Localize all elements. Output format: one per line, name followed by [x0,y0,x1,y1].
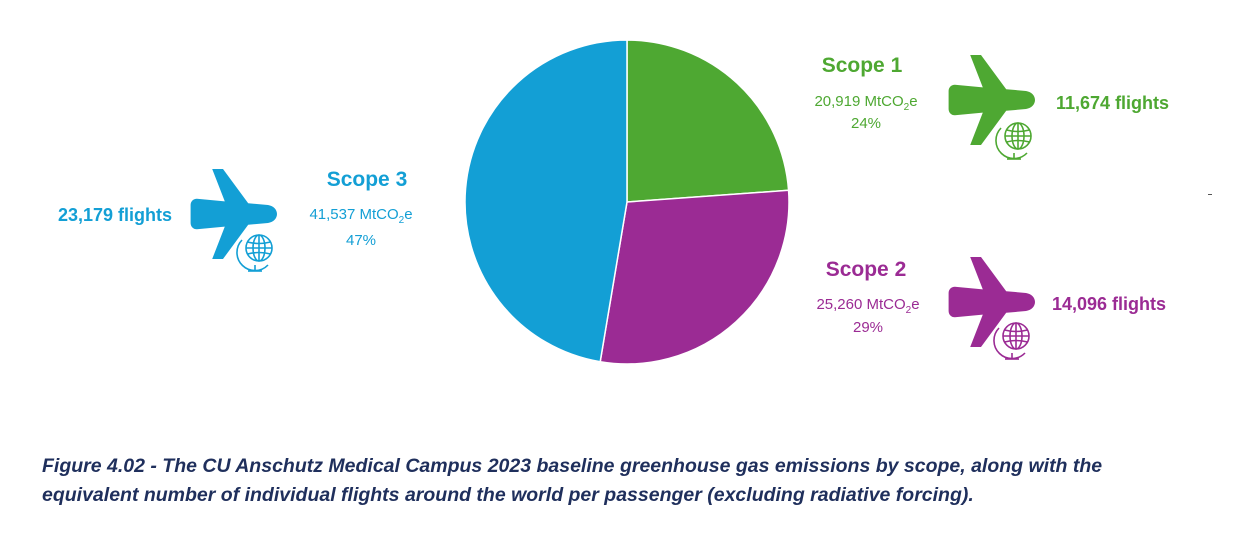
scope-2-title: Scope 2 [826,258,907,281]
pie-slice-scope-2 [599,189,790,365]
scope-1-percent: 24% [851,115,881,132]
scope-3-flights: 23,179 flights [58,205,172,225]
pie-slice-scope-1 [626,39,790,203]
stray-mark [1208,194,1212,195]
scope-2-flights: 14,096 flights [1052,294,1166,314]
globe-icon [236,234,273,272]
globe-icon [993,322,1030,360]
scope-3-title: Scope 3 [327,168,408,191]
figure-caption: Figure 4.02 - The CU Anschutz Medical Ca… [42,455,1103,506]
scope-2-annotation: Scope 2 25,260 MtCO2e 29% 14,096 flights [816,257,1166,360]
airplane-icon [190,169,277,259]
scope-1-title: Scope 1 [822,54,903,77]
scope-3-emissions: 41,537 MtCO2e [309,206,412,226]
scope-1-emissions: 20,919 MtCO2e [814,93,917,113]
scope-2-emissions: 25,260 MtCO2e [816,296,919,316]
globe-icon [995,122,1032,160]
scope-3-annotation: Scope 3 41,537 MtCO2e 47% 23,179 flights [58,168,413,272]
scope-2-percent: 29% [853,319,883,336]
scope-emissions-chart: Scope 1 20,919 MtCO2e 24% 11,674 flights… [58,39,1169,365]
scope-3-percent: 47% [346,232,376,249]
scope-1-annotation: Scope 1 20,919 MtCO2e 24% 11,674 flights [814,54,1169,160]
pie-slice-scope-3 [464,39,628,363]
scope-1-flights: 11,674 flights [1056,93,1169,113]
pie [464,39,790,365]
